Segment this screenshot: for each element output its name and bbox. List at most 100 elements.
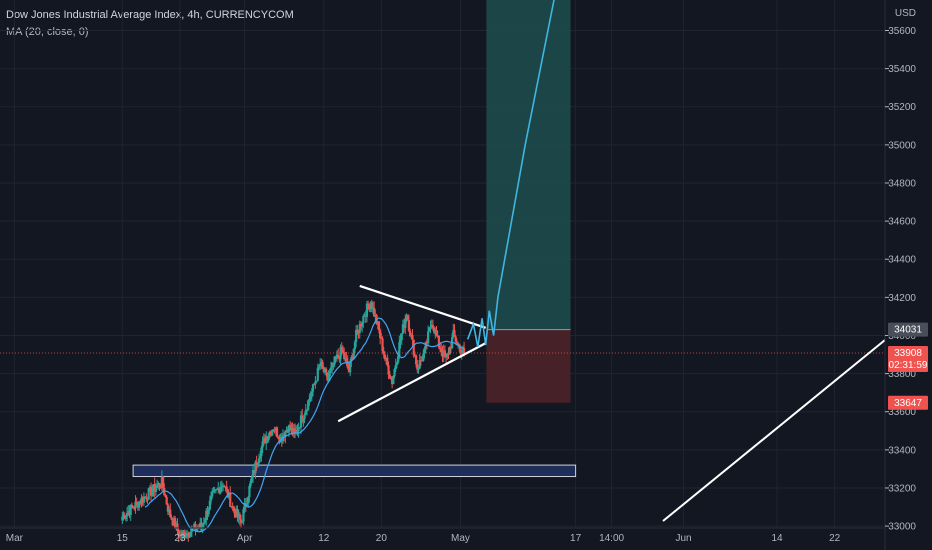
price-axis: USD3300033200334003360033800340003420034… bbox=[884, 0, 916, 550]
time-tick-label: 20 bbox=[376, 533, 388, 544]
candle-up bbox=[191, 528, 195, 530]
candle-up bbox=[157, 483, 160, 486]
candle-down bbox=[346, 361, 349, 369]
candle-up bbox=[395, 362, 399, 366]
candle-down bbox=[367, 303, 370, 307]
moving-average bbox=[144, 317, 465, 533]
candle-down bbox=[444, 356, 448, 358]
candle-down bbox=[289, 425, 292, 431]
position-zones bbox=[486, 0, 571, 403]
candle-up bbox=[172, 518, 175, 526]
candle-down bbox=[159, 486, 162, 488]
candle-down bbox=[146, 499, 149, 501]
candle-down bbox=[347, 368, 351, 373]
candle-down bbox=[325, 368, 328, 373]
candle-up bbox=[285, 429, 288, 432]
candle-down bbox=[322, 367, 325, 373]
triangle-lower-line[interactable] bbox=[337, 342, 487, 423]
candle-up bbox=[350, 357, 353, 362]
candle-down bbox=[421, 360, 424, 362]
candle-down bbox=[433, 327, 436, 333]
candle-down bbox=[415, 355, 418, 365]
candle-down bbox=[321, 361, 324, 368]
candle-down bbox=[164, 495, 167, 497]
diagonal-trendline[interactable] bbox=[662, 339, 886, 522]
ma-line[interactable] bbox=[144, 317, 465, 533]
candle-down bbox=[194, 524, 197, 531]
candle-up bbox=[245, 503, 249, 506]
candle-up bbox=[428, 327, 431, 332]
candle-up bbox=[398, 342, 401, 357]
candle-up bbox=[327, 376, 330, 381]
target-zone[interactable] bbox=[486, 0, 571, 330]
candle-up bbox=[392, 376, 395, 385]
candle-up bbox=[250, 476, 253, 482]
candle-down bbox=[388, 374, 391, 378]
price-tick-label: 34800 bbox=[888, 178, 916, 189]
candle-up bbox=[142, 496, 146, 503]
candle-down bbox=[179, 534, 183, 537]
candle-down bbox=[462, 347, 466, 354]
candle-up bbox=[331, 363, 334, 368]
candle-up bbox=[219, 487, 222, 493]
candle-down bbox=[389, 377, 393, 379]
candle-up bbox=[460, 351, 463, 354]
candle-up bbox=[214, 489, 217, 491]
candle-down bbox=[368, 306, 371, 310]
triangle-upper-line[interactable] bbox=[359, 284, 487, 329]
candle-down bbox=[269, 431, 273, 436]
time-tick-label: 15 bbox=[117, 533, 129, 544]
candle-down bbox=[345, 358, 348, 362]
candle-up bbox=[404, 319, 407, 328]
candle-up bbox=[208, 500, 211, 510]
candle-up bbox=[209, 496, 213, 501]
candle-up bbox=[295, 430, 298, 433]
candle-up bbox=[429, 326, 432, 328]
candle-down bbox=[161, 476, 165, 488]
candle-up bbox=[265, 436, 268, 444]
candle-up bbox=[274, 427, 277, 432]
candle-down bbox=[291, 428, 294, 434]
candle-up bbox=[155, 485, 159, 489]
candle-up bbox=[271, 430, 274, 436]
stop-zone[interactable] bbox=[486, 329, 571, 403]
candle-up bbox=[188, 536, 191, 538]
candle-down bbox=[356, 329, 359, 331]
candle-up bbox=[319, 364, 322, 367]
candle-up bbox=[299, 415, 303, 428]
candle-down bbox=[364, 315, 367, 317]
candle-up bbox=[307, 400, 310, 411]
candle-down bbox=[231, 506, 234, 508]
support-box[interactable] bbox=[132, 464, 577, 478]
stop-price-tag[interactable] bbox=[888, 395, 928, 410]
candle-up bbox=[353, 341, 357, 350]
entry-price-tag[interactable] bbox=[888, 322, 928, 337]
candle-down bbox=[419, 360, 423, 362]
candle-up bbox=[320, 361, 323, 365]
candle-up bbox=[175, 523, 178, 529]
candle-down bbox=[455, 341, 458, 345]
price-tick-label: 33800 bbox=[888, 369, 916, 380]
candle-down bbox=[238, 514, 241, 520]
candle-up bbox=[268, 431, 271, 436]
candle-up bbox=[224, 486, 227, 488]
candle-down bbox=[239, 519, 243, 523]
indicator-legend[interactable]: MA (20, close, 0) bbox=[6, 26, 89, 38]
last-price-tag[interactable] bbox=[888, 346, 928, 373]
candle-down bbox=[187, 533, 190, 537]
time-tick-label: Jun bbox=[675, 533, 691, 544]
candle-up bbox=[304, 410, 307, 415]
projection-path[interactable] bbox=[466, 0, 555, 348]
last-price-tag-label: 33908 bbox=[894, 348, 922, 359]
candle-up bbox=[215, 489, 219, 491]
candle-up bbox=[317, 366, 321, 368]
time-tick-label: 12 bbox=[318, 533, 330, 544]
candle-up bbox=[333, 356, 336, 365]
candle-down bbox=[173, 518, 177, 529]
candle-down bbox=[133, 508, 136, 510]
candle-down bbox=[334, 356, 337, 359]
candle-down bbox=[447, 353, 450, 355]
candle-up bbox=[213, 489, 216, 491]
candle-up bbox=[287, 425, 291, 433]
